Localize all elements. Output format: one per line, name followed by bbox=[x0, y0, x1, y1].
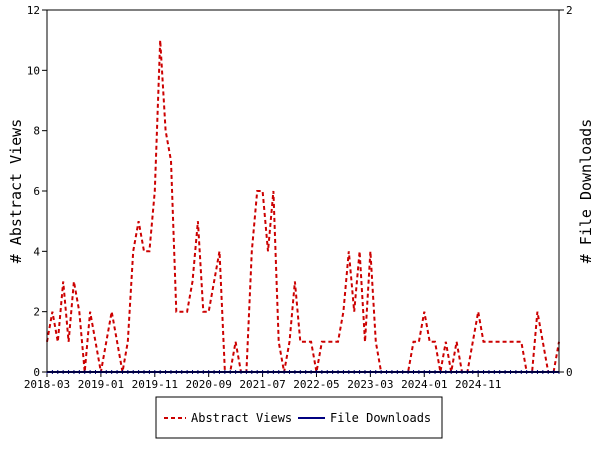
y-tick-label: 8 bbox=[33, 125, 40, 138]
left-axis-ticks: 0 2 4 6 8 10 12 bbox=[27, 4, 47, 379]
y-axis-label: # Abstract Views bbox=[7, 119, 25, 264]
series-layer bbox=[46, 40, 560, 374]
y-tick-label: 0 bbox=[33, 366, 40, 379]
right-axis-ticks: 02 bbox=[559, 4, 573, 379]
y-tick-label: 10 bbox=[27, 64, 40, 77]
y-tick-label: 6 bbox=[33, 185, 40, 198]
y2-axis-label: # File Downloads bbox=[577, 119, 595, 264]
x-tick-label: 2021-07 bbox=[239, 378, 285, 391]
x-tick-label: 2018-03 bbox=[24, 378, 70, 391]
x-tick-label: 2024-11 bbox=[455, 378, 501, 391]
x-tick-label: 2023-03 bbox=[347, 378, 393, 391]
x-tick-label: 2024-01 bbox=[401, 378, 447, 391]
x-tick-label: 2019-01 bbox=[78, 378, 124, 391]
y2-tick-label: 2 bbox=[566, 4, 573, 17]
x-tick-label: 2020-09 bbox=[186, 378, 232, 391]
y-tick-label: 2 bbox=[33, 306, 40, 319]
x-tick-label: 2022-05 bbox=[293, 378, 339, 391]
y-tick-label: 12 bbox=[27, 4, 40, 17]
series-line-abstract-views bbox=[46, 40, 560, 373]
legend-file-downloads-label: File Downloads bbox=[330, 411, 431, 425]
y2-tick-label: 0 bbox=[566, 366, 573, 379]
legend-abstract-views-label: Abstract Views bbox=[191, 411, 292, 425]
y-tick-label: 4 bbox=[33, 245, 40, 258]
x-axis-ticks: 2018-03 2019-01 2019-11 2020-09 2021-07 2022-… bbox=[24, 372, 501, 391]
legend: Abstract Views File Downloads bbox=[155, 396, 443, 439]
plot-frame bbox=[46, 9, 560, 373]
x-tick-label: 2019-11 bbox=[132, 378, 178, 391]
